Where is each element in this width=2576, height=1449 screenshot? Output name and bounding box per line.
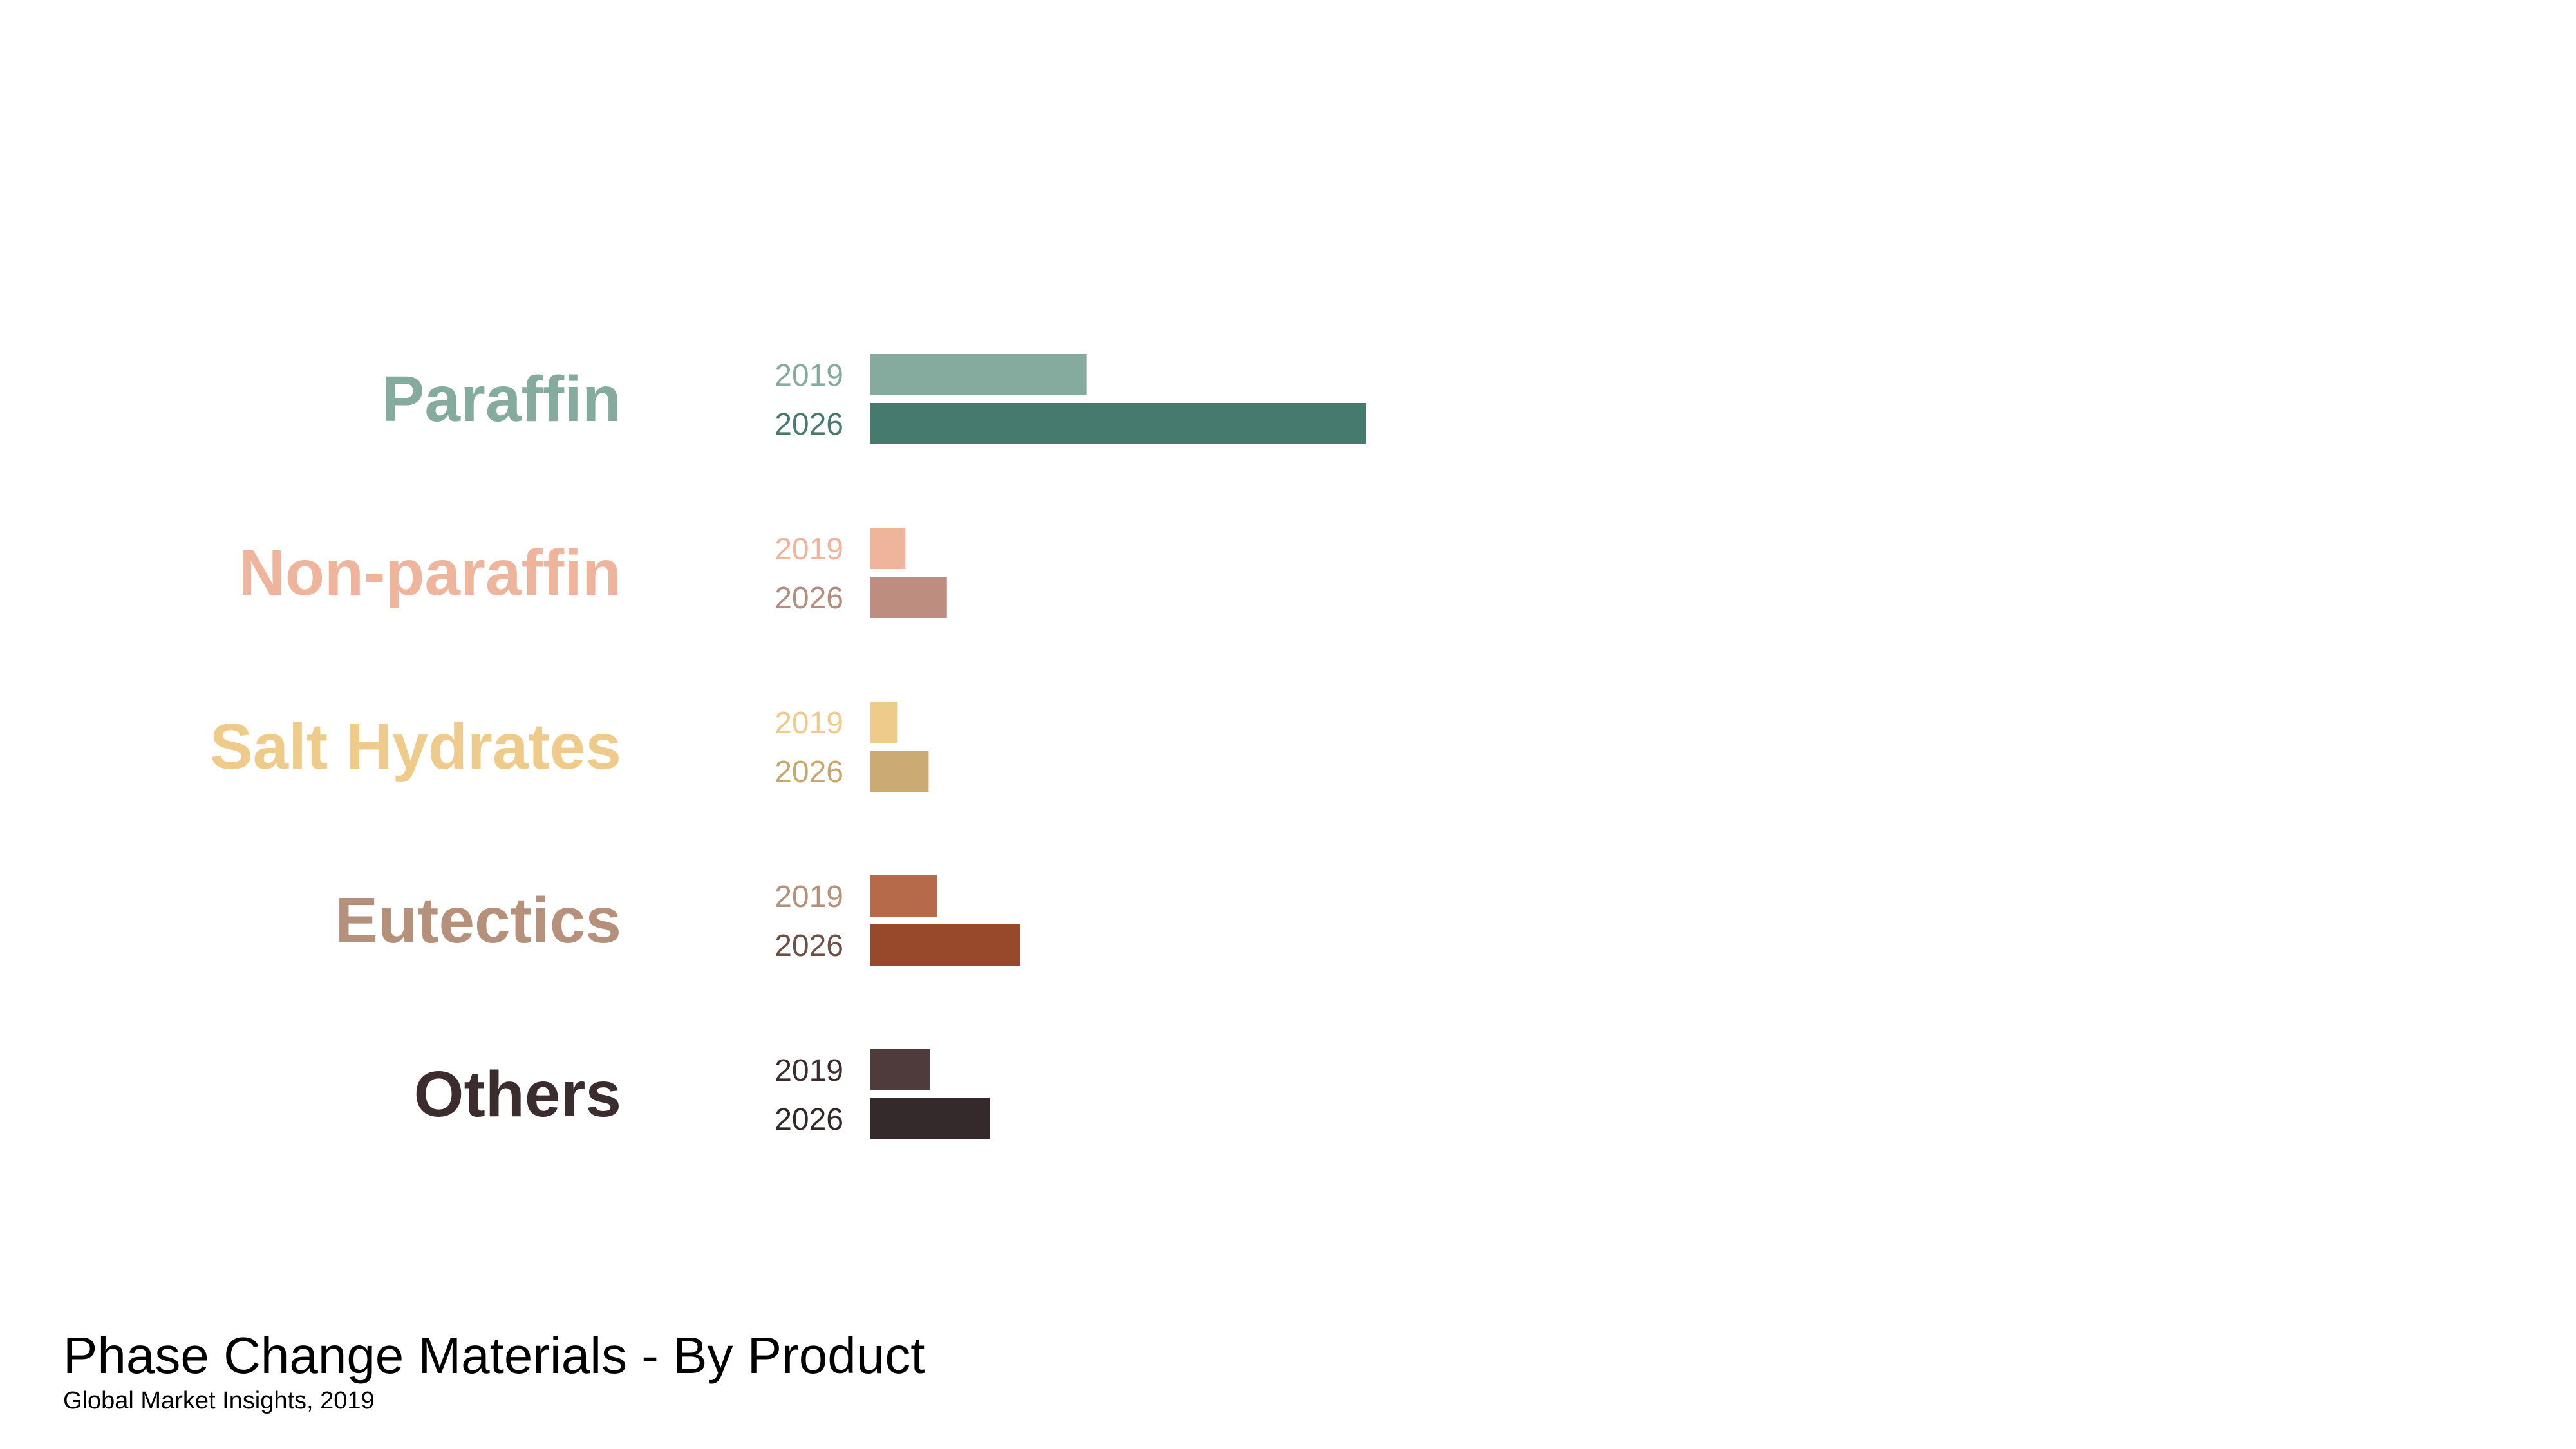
bar-others-2026 bbox=[870, 1098, 990, 1139]
year-label-eutectics-2026: 2026 bbox=[775, 929, 843, 963]
year-label-non-paraffin-2019: 2019 bbox=[775, 532, 843, 566]
bar-eutectics-2019 bbox=[870, 875, 937, 917]
category-label-paraffin: Paraffin bbox=[382, 363, 621, 435]
year-label-others-2019: 2019 bbox=[775, 1054, 843, 1088]
bar-paraffin-2026 bbox=[870, 403, 1366, 444]
bar-others-2019 bbox=[870, 1049, 930, 1090]
category-label-eutectics: Eutectics bbox=[335, 884, 621, 957]
bar-salt-hydrates-2026 bbox=[870, 751, 929, 792]
year-label-paraffin-2026: 2026 bbox=[775, 407, 843, 442]
category-label-salt-hydrates: Salt Hydrates bbox=[210, 711, 621, 783]
chart-title: Phase Change Materials - By Product bbox=[63, 1327, 925, 1384]
chart-source: Global Market Insights, 2019 bbox=[63, 1387, 375, 1414]
year-label-non-paraffin-2026: 2026 bbox=[775, 581, 843, 615]
bar-non-paraffin-2019 bbox=[870, 528, 906, 569]
year-label-salt-hydrates-2019: 2019 bbox=[775, 706, 843, 740]
year-label-paraffin-2019: 2019 bbox=[775, 359, 843, 393]
bar-eutectics-2026 bbox=[870, 924, 1020, 966]
bar-salt-hydrates-2019 bbox=[870, 702, 898, 743]
bar-non-paraffin-2026 bbox=[870, 577, 947, 618]
year-label-eutectics-2019: 2019 bbox=[775, 880, 843, 914]
year-label-salt-hydrates-2026: 2026 bbox=[775, 755, 843, 789]
bar-paraffin-2019 bbox=[870, 354, 1087, 395]
category-label-non-paraffin: Non-paraffin bbox=[239, 537, 621, 609]
category-label-others: Others bbox=[414, 1058, 621, 1130]
year-label-others-2026: 2026 bbox=[775, 1103, 843, 1137]
